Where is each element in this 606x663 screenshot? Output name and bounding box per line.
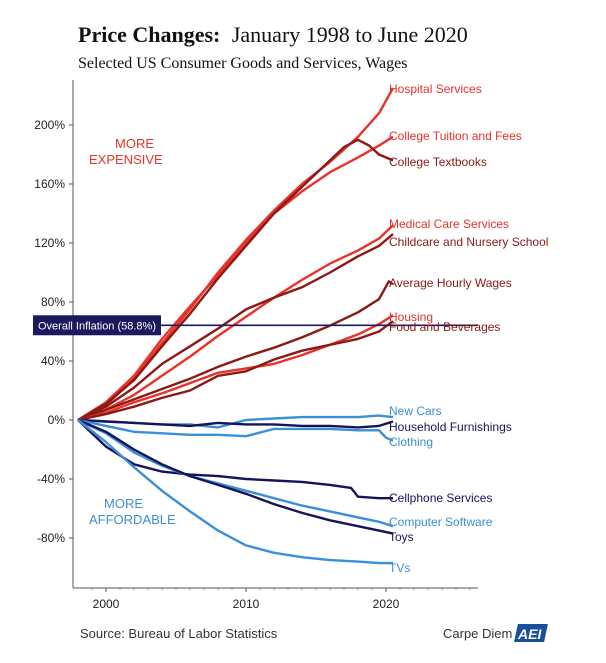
series-label-clothing: Clothing (389, 435, 433, 449)
series-label-new-cars: New Cars (389, 404, 442, 418)
series-line-clothing (77, 418, 394, 442)
y-tick-label: 80% (41, 295, 65, 309)
series-label-cellphone-services: Cellphone Services (389, 491, 492, 505)
series-line-medical-care-services (77, 224, 394, 422)
series-line-cellphone-services (77, 419, 393, 500)
y-tick-label: 160% (34, 177, 65, 191)
aei-logo: AEI (514, 624, 548, 642)
x-tick-label: 2020 (373, 597, 400, 611)
more-affordable-line2: AFFORDABLE (89, 512, 176, 527)
series-line-computer-software (77, 418, 394, 528)
chart-subtitle: Selected US Consumer Goods and Services,… (78, 55, 407, 72)
chart-title-bold: Price Changes: (78, 22, 220, 47)
more-affordable-annotation: MORE AFFORDABLE (89, 496, 176, 527)
more-affordable-line1: MORE (104, 496, 143, 511)
y-tick-label: 200% (34, 118, 65, 132)
more-expensive-line1: MORE (115, 136, 154, 151)
series-label-food-and-beverages: Food and Beverages (389, 320, 500, 334)
series-label-tvs: TVs (389, 561, 410, 575)
inflation-label-box (33, 315, 161, 336)
series-label-hospital-services: Hospital Services (389, 82, 482, 96)
series-lines (77, 87, 395, 565)
chart-title: Price Changes: January 1998 to June 2020 (78, 22, 468, 47)
source-note: Source: Bureau of Labor Statistics (80, 626, 278, 641)
y-tick-label: -40% (37, 472, 65, 486)
more-expensive-annotation: MORE EXPENSIVE (89, 136, 163, 167)
more-expensive-line2: EXPENSIVE (89, 152, 163, 167)
x-tick-label: 2000 (93, 597, 120, 611)
series-line-tvs (77, 419, 393, 565)
series-line-college-tuition-and-fees (77, 135, 394, 422)
aei-logo-text: AEI (517, 626, 542, 642)
series-line-food-and-beverages (77, 320, 394, 422)
series-line-childcare-and-nursery-school (77, 233, 394, 422)
y-tick-label: 40% (41, 354, 65, 368)
series-line-toys (77, 418, 394, 535)
y-tick-label: 0% (48, 413, 66, 427)
series-label-college-tuition-and-fees: College Tuition and Fees (389, 129, 522, 143)
series-label-toys: Toys (389, 530, 414, 544)
series-labels: Hospital Services College Tuition and Fee… (389, 82, 548, 575)
reference-line: Overall Inflation (58.8%) (33, 315, 478, 336)
x-tick-label: 2010 (233, 597, 260, 611)
chart-title-rest: January 1998 to June 2020 (232, 22, 468, 47)
series-label-college-textbooks: College Textbooks (389, 155, 487, 169)
series-label-childcare-and-nursery-school: Childcare and Nursery School (389, 235, 548, 249)
series-label-medical-care-services: Medical Care Services (389, 217, 509, 231)
series-line-housing (77, 314, 394, 422)
axes: 200% 160% 120% 80% 40% 0% -40% -80% 2000 2010 2020 (34, 80, 478, 611)
y-tick-label: 120% (34, 236, 65, 250)
inflation-label: Overall Inflation (58.8%) (38, 320, 156, 332)
brand-name: Carpe Diem (443, 626, 512, 641)
series-line-college-textbooks (77, 138, 394, 422)
series-label-average-hourly-wages: Average Hourly Wages (389, 276, 512, 290)
series-label-housing: Housing (389, 310, 433, 324)
series-label-computer-software: Computer Software (389, 515, 493, 529)
series-label-household-furnishings: Household Furnishings (389, 420, 512, 434)
series-line-average-hourly-wages (77, 280, 394, 422)
y-tick-label: -80% (37, 531, 65, 545)
series-line-household-furnishings (77, 418, 394, 429)
